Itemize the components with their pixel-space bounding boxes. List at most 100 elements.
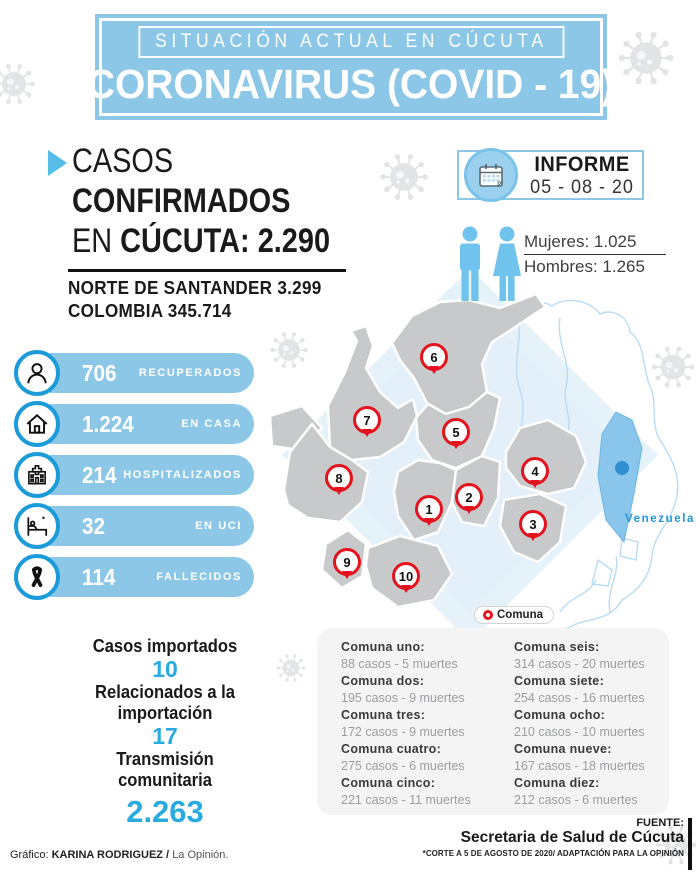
list-item: Comuna seis: 314 casos - 20 muertes xyxy=(514,640,645,671)
page-title: CORONAVIRUS (COVID - 19) xyxy=(87,61,615,107)
divider-line xyxy=(68,269,346,272)
transmission-value: 10 xyxy=(152,656,178,682)
confirmed-line2: CONFIRMADOS xyxy=(72,182,291,220)
header-kicker: SITUACIÓN ACTUAL EN CÚCUTA xyxy=(138,26,564,58)
source-name: Secretaria de Salud de Cúcuta xyxy=(460,829,684,846)
divider-line xyxy=(524,254,666,255)
confirmed-cases-heading: CASOS CONFIRMADOS EN CÚCUTA: 2.290 xyxy=(72,141,376,261)
comuna-4-shape xyxy=(504,418,588,496)
house-icon xyxy=(14,401,60,447)
pin-number: 1 xyxy=(425,501,433,517)
confirmed-line3: EN CÚCUTA: 2.290 xyxy=(72,222,331,260)
map-pin-comuna-3: 3 xyxy=(519,510,547,541)
transmission-stats: Casos importados 10 Relacionados a la im… xyxy=(40,636,290,831)
calendar-icon xyxy=(464,148,518,202)
map-pin-comuna-5: 5 xyxy=(442,418,470,449)
list-item: Comuna diez: 212 casos - 6 muertes xyxy=(514,776,638,807)
comuna-6-shape xyxy=(390,292,547,416)
graphic-credit: Gráfico: KARINA RODRIGUEZ / La Opinión. xyxy=(10,849,229,861)
stat-label: EN CASA xyxy=(181,418,242,430)
pin-number: 3 xyxy=(529,516,537,532)
map-pin-comuna-1: 1 xyxy=(415,495,443,526)
map-pin-comuna-6: 6 xyxy=(420,343,448,374)
legend-label: Comuna xyxy=(497,609,543,621)
norte-santander-total: NORTE DE SANTANDER 3.299 xyxy=(68,278,322,298)
transmission-value: 17 xyxy=(152,723,178,749)
comuna-7-shape xyxy=(326,324,419,462)
credit-org: La Opinión. xyxy=(172,849,229,861)
pin-number: 6 xyxy=(430,349,438,365)
credit-author: KARINA RODRIGUEZ / xyxy=(51,849,170,861)
pin-number: 8 xyxy=(335,470,343,486)
women-count: Mujeres: 1.025 xyxy=(524,232,637,251)
stat-label: FALLECIDOS xyxy=(156,571,242,583)
stat-value: 214 xyxy=(82,461,117,488)
stat-en-uci: 32 EN UCI xyxy=(14,503,254,549)
gender-stats: Mujeres: 1.025 Hombres: 1.265 xyxy=(524,230,666,279)
pin-number: 5 xyxy=(452,424,460,440)
comuna-column-left: Comuna uno: 88 casos - 5 muertes Comuna d… xyxy=(341,639,496,815)
male-icon xyxy=(460,226,480,301)
stat-value: 1.224 xyxy=(82,410,134,437)
stat-value: 32 xyxy=(82,512,106,539)
gender-icons xyxy=(455,226,527,309)
map-pin-comuna-4: 4 xyxy=(521,457,549,488)
stat-fallecidos: 114 FALLECIDOS xyxy=(14,554,254,600)
map-pin-comuna-9: 9 xyxy=(333,548,361,579)
diamond-backdrop xyxy=(282,268,658,642)
rural-west-shape xyxy=(268,404,324,452)
transmission-label: Transmisión comunitaria xyxy=(116,749,214,790)
confirmed-line1: CASOS xyxy=(72,142,174,180)
pin-number: 2 xyxy=(465,489,473,505)
stat-label: HOSPITALIZADOS xyxy=(123,469,242,481)
border-city-dot xyxy=(615,461,629,475)
divider-bar xyxy=(688,818,692,870)
list-item: Comuna siete: 254 casos - 16 muertes xyxy=(514,674,645,705)
icu-bed-icon xyxy=(14,503,60,549)
colombia-total: COLOMBIA 345.714 xyxy=(68,301,232,321)
list-item: Comuna ocho: 210 casos - 10 muertes xyxy=(514,708,645,739)
stat-hospitalizados: 214 HOSPITALIZADOS xyxy=(14,452,254,498)
list-item: Comuna cinco: 221 casos - 11 muertes xyxy=(341,776,471,807)
pin-number: 10 xyxy=(398,568,414,584)
pin-icon xyxy=(483,610,493,620)
person-icon xyxy=(14,350,60,396)
stat-en-casa: 1.224 EN CASA xyxy=(14,401,254,447)
pin-number: 4 xyxy=(531,463,539,479)
transmission-label: Relacionados a la importación xyxy=(95,682,235,723)
list-item: Comuna cuatro: 275 casos - 6 muertes xyxy=(341,742,465,773)
source-label: FUENTE: xyxy=(636,817,684,829)
report-date-box: INFORME 05 - 08 - 20 xyxy=(457,148,644,202)
map-pin-comuna-8: 8 xyxy=(325,464,353,495)
transmission-value: 2.263 xyxy=(126,794,204,829)
comuna-column-right: Comuna seis: 314 casos - 20 muertes Comun… xyxy=(514,639,669,815)
men-count: Hombres: 1.265 xyxy=(524,257,645,276)
report-date: 05 - 08 - 20 xyxy=(530,177,634,198)
map-pin-comuna-10: 10 xyxy=(392,562,420,593)
stat-label: RECUPERADOS xyxy=(138,367,242,379)
report-title: INFORME xyxy=(534,153,630,176)
list-item: Comuna nueve: 167 casos - 18 muertes xyxy=(514,742,645,773)
header-banner: SITUACIÓN ACTUAL EN CÚCUTA CORONAVIRUS (… xyxy=(87,14,615,120)
mourning-ribbon-icon xyxy=(14,554,60,600)
pin-number: 9 xyxy=(343,554,351,570)
stat-value: 114 xyxy=(82,563,116,590)
stat-value: 706 xyxy=(82,359,117,386)
map-pin-comuna-7: 7 xyxy=(353,406,381,437)
pin-number: 7 xyxy=(363,412,371,428)
confirmed-total: CÚCUTA: 2.290 xyxy=(120,222,331,260)
bullet-arrow-icon xyxy=(48,150,67,176)
list-item: Comuna uno: 88 casos - 5 muertes xyxy=(341,640,458,671)
map-pin-comuna-2: 2 xyxy=(455,483,483,514)
venezuela-label: Venezuela xyxy=(625,513,696,525)
source-note: *CORTE A 5 DE AGOSTO DE 2020/ ADAPTACIÓN… xyxy=(422,849,684,858)
list-item: Comuna dos: 195 casos - 9 muertes xyxy=(341,674,465,705)
source-block: FUENTE: Secretaria de Salud de Cúcuta *C… xyxy=(354,817,684,858)
comuna-stats-panel: Comuna uno: 88 casos - 5 muertes Comuna d… xyxy=(317,628,669,815)
stat-label: EN UCI xyxy=(195,520,242,532)
region-totals: NORTE DE SANTANDER 3.299 COLOMBIA 345.71… xyxy=(68,277,322,323)
list-item: Comuna tres: 172 casos - 9 muertes xyxy=(341,708,465,739)
hospital-icon xyxy=(14,452,60,498)
female-icon xyxy=(493,226,521,301)
